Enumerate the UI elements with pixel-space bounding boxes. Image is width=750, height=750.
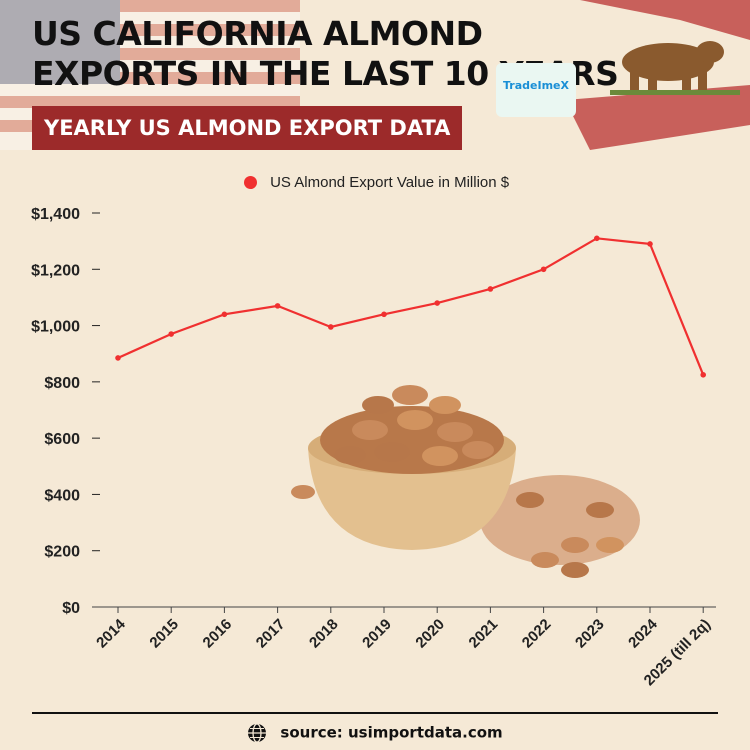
data-point [594,235,600,242]
california-bear-emblem [565,0,750,150]
series-line [117,237,705,376]
data-point [540,266,547,273]
x-tick-label: 2014 [93,615,129,651]
data-point [487,286,494,292]
y-tick-label: $1,200 [31,262,80,279]
y-tick-label: $600 [44,431,80,448]
x-tick-label: 2017 [253,616,289,652]
data-point [115,355,121,361]
x-tick-label: 2019 [359,616,395,652]
page-title: US CALIFORNIA ALMOND EXPORTS IN THE LAST… [32,14,619,93]
data-point [168,331,174,337]
data-point [221,311,228,318]
data-point [381,311,387,318]
data-point [647,241,653,247]
x-tick-label: 2023 [572,616,608,652]
footer: source: usimportdata.com [0,722,750,743]
y-tick-label: $200 [44,544,80,561]
tradeimex-logo: TradeImeX [496,63,576,117]
data-point [434,300,441,306]
subtitle-banner: YEARLY US ALMOND EXPORT DATA [32,106,463,150]
chart-legend: US Almond Export Value in Million $ [244,172,509,194]
data-point [700,372,706,378]
y-tick-label: $400 [44,487,80,504]
y-tick-label: $0 [62,600,80,617]
globe-icon [248,722,267,743]
y-tick-label: $800 [44,375,80,392]
data-point [274,303,281,309]
x-tick-label: 2022 [519,616,555,652]
x-tick-label: 2015 [146,616,182,652]
almond-bowl-image [291,385,640,578]
footer-divider [32,712,718,714]
x-tick-label: 2016 [200,616,236,652]
x-tick-label: 2024 [625,615,661,651]
line-chart: $0 $200 $400 $600 $800 $1,000 $1,200 $1,400 2014… [31,206,716,689]
data-point [328,324,334,330]
legend-label: US Almond Export Value in Million $ [270,174,510,191]
y-tick-label: $1,400 [31,206,80,223]
x-tick-label: 2020 [412,616,448,652]
logo-text: TradeImeX [503,79,569,92]
x-tick-label: 2018 [306,616,342,652]
legend-marker-icon [244,176,257,189]
x-tick-label: 2021 [466,616,502,652]
y-tick-label: $1,000 [31,319,80,336]
source-text: source: usimportdata.com [280,723,503,742]
